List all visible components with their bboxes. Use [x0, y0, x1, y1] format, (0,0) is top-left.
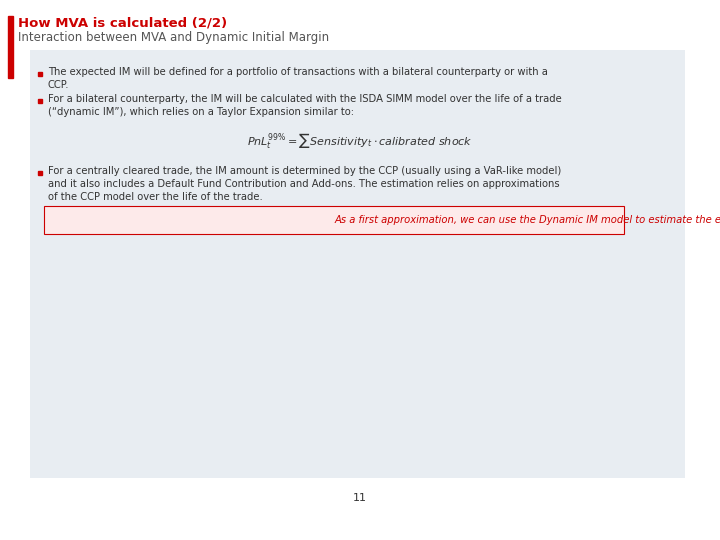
- Text: (“dynamic IM”), which relies on a Taylor Expansion similar to:: (“dynamic IM”), which relies on a Taylor…: [48, 107, 354, 117]
- FancyBboxPatch shape: [44, 206, 624, 234]
- Text: CCP.: CCP.: [48, 80, 70, 90]
- Text: For a centrally cleared trade, the IM amount is determined by the CCP (usually u: For a centrally cleared trade, the IM am…: [48, 166, 562, 176]
- Text: How MVA is calculated (2/2): How MVA is calculated (2/2): [18, 16, 227, 29]
- Text: $PnL_t^{99\%} = \sum Sensitivity_t \cdot calibrated\ shock$: $PnL_t^{99\%} = \sum Sensitivity_t \cdot…: [247, 131, 473, 150]
- Text: and it also includes a Default Fund Contribution and Add-ons. The estimation rel: and it also includes a Default Fund Cont…: [48, 179, 559, 189]
- Bar: [38, 171, 42, 175]
- Bar: [38, 99, 42, 103]
- Text: of the CCP model over the life of the trade.: of the CCP model over the life of the tr…: [48, 192, 263, 202]
- Bar: [8, 16, 13, 78]
- Bar: [38, 72, 42, 76]
- Text: As a first approximation, we can use the Dynamic IM model to estimate the expect: As a first approximation, we can use the…: [335, 215, 720, 225]
- FancyBboxPatch shape: [30, 50, 685, 478]
- Text: For a bilateral counterparty, the IM will be calculated with the ISDA SIMM model: For a bilateral counterparty, the IM wil…: [48, 94, 562, 104]
- Text: The expected IM will be defined for a portfolio of transactions with a bilateral: The expected IM will be defined for a po…: [48, 67, 548, 77]
- Text: 11: 11: [353, 493, 367, 503]
- Text: Interaction between MVA and Dynamic Initial Margin: Interaction between MVA and Dynamic Init…: [18, 31, 329, 44]
